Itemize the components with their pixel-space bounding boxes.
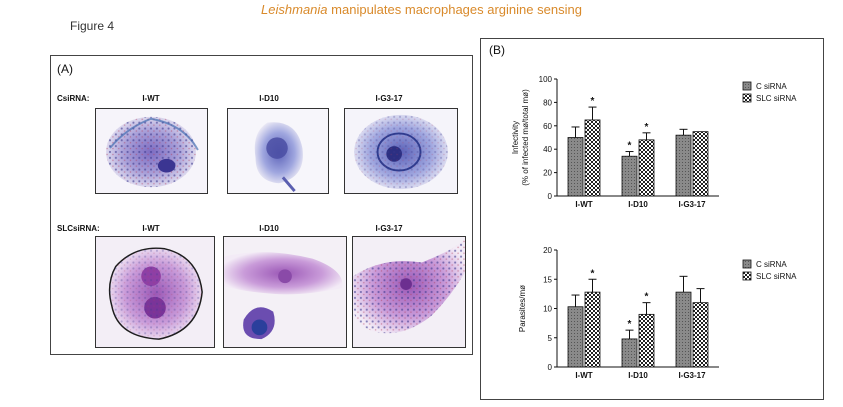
- micrograph-slcsirna-ig317: [352, 236, 466, 348]
- y-tick-label: 80: [543, 98, 552, 107]
- cell-label-csirna-id10: I-D10: [259, 94, 279, 103]
- bar-c-sirna-i-wt: [567, 137, 584, 197]
- micrograph-slcsirna-iwt: [95, 236, 215, 348]
- legend-swatch: [742, 93, 752, 103]
- micrograph-slcsirna-id10: [223, 236, 347, 348]
- row-label-csirna: CsiRNA:: [57, 94, 90, 103]
- bar-c-sirna-i-g3-17: [675, 291, 692, 368]
- x-category-label: I-D10: [628, 200, 648, 209]
- chart-infectivity: 0 20 40 60 80 100 Infectivity (% of infected mø…: [481, 39, 825, 214]
- legend-label: SLC siRNA: [756, 272, 797, 281]
- legend-swatch: [742, 81, 752, 91]
- bar-slc-sirna-i-d10: [638, 139, 655, 197]
- y-tick-label: 20: [543, 169, 552, 178]
- cell-label-slcsirna-ig317: I-G3-17: [375, 224, 403, 233]
- y-tick-label: 20: [543, 246, 552, 255]
- panel-a: (A) CsiRNA: I-WT I-D10 I-G3-17 SLCsiRNA:…: [50, 55, 473, 355]
- micrograph-csirna-ig317: [344, 108, 458, 194]
- significance-mark: *: [645, 122, 649, 133]
- chart-parasites-svg: 0 5 10 15 20 Parasites/mø * I-WT * * I-D10 I-G3-17 C…: [518, 246, 797, 380]
- y-axis-label: Infectivity: [511, 121, 520, 154]
- cell-label-csirna-iwt: I-WT: [142, 94, 160, 103]
- significance-mark: *: [591, 96, 595, 107]
- figure-label: Figure 4: [70, 19, 115, 33]
- y-tick-label: 60: [543, 122, 552, 131]
- y-axis-label: Parasites/mø: [518, 285, 527, 332]
- micrograph-csirna-id10: [227, 108, 329, 194]
- bar-c-sirna-i-g3-17: [675, 134, 692, 197]
- y-tick-label: 5: [548, 334, 553, 343]
- bar-c-sirna-i-wt: [567, 306, 584, 368]
- legend-label: C siRNA: [756, 82, 787, 91]
- row-label-slcsirna: SLCsiRNA:: [57, 224, 100, 233]
- y-tick-label: 100: [539, 75, 553, 84]
- significance-mark: *: [645, 292, 649, 303]
- bar-c-sirna-i-d10: [621, 155, 638, 197]
- x-category-label: I-WT: [575, 200, 592, 209]
- panel-a-tag: (A): [57, 62, 73, 76]
- legend-label: C siRNA: [756, 260, 787, 269]
- title-italic: Leishmania: [261, 2, 328, 17]
- legend-swatch: [742, 259, 752, 269]
- significance-mark: *: [591, 268, 595, 279]
- bar-slc-sirna-i-wt: [584, 291, 601, 368]
- x-category-label: I-G3-17: [678, 371, 706, 380]
- y-tick-label: 40: [543, 145, 552, 154]
- title-rest: manipulates macrophages arginine sensing: [327, 2, 582, 17]
- x-category-label: I-D10: [628, 371, 648, 380]
- y-tick-label: 0: [548, 363, 553, 372]
- legend-swatch: [742, 271, 752, 281]
- cell-label-slcsirna-id10: I-D10: [259, 224, 279, 233]
- bar-slc-sirna-i-g3-17: [692, 131, 709, 197]
- panel-b: (B) 0 20 40 60 80 100 Infectivity (% of infecte…: [480, 38, 824, 400]
- significance-mark: *: [628, 141, 632, 152]
- micrograph-csirna-iwt: [95, 108, 208, 194]
- panel-b-tag: (B): [489, 43, 505, 57]
- bar-c-sirna-i-d10: [621, 338, 638, 368]
- y-tick-label: 0: [548, 192, 553, 201]
- y-tick-label: 15: [543, 275, 552, 284]
- x-category-label: I-WT: [575, 371, 592, 380]
- y-tick-label: 10: [543, 305, 552, 314]
- x-category-label: I-G3-17: [678, 200, 706, 209]
- chart-infectivity-svg: 0 20 40 60 80 100 Infectivity (% of infected mø…: [511, 75, 797, 209]
- bar-slc-sirna-i-wt: [584, 119, 601, 197]
- cell-label-slcsirna-iwt: I-WT: [142, 224, 160, 233]
- chart-parasites: 0 5 10 15 20 Parasites/mø * I-WT * * I-D10 I-G3-17 C…: [481, 234, 825, 406]
- cell-label-csirna-ig317: I-G3-17: [375, 94, 403, 103]
- significance-mark: *: [628, 319, 632, 330]
- y-axis-label-2: (% of infected mø/total mø): [521, 89, 530, 186]
- legend-label: SLC siRNA: [756, 94, 797, 103]
- bar-slc-sirna-i-g3-17: [692, 302, 709, 368]
- bar-slc-sirna-i-d10: [638, 313, 655, 368]
- slide-title: Leishmania manipulates macrophages argin…: [0, 2, 843, 17]
